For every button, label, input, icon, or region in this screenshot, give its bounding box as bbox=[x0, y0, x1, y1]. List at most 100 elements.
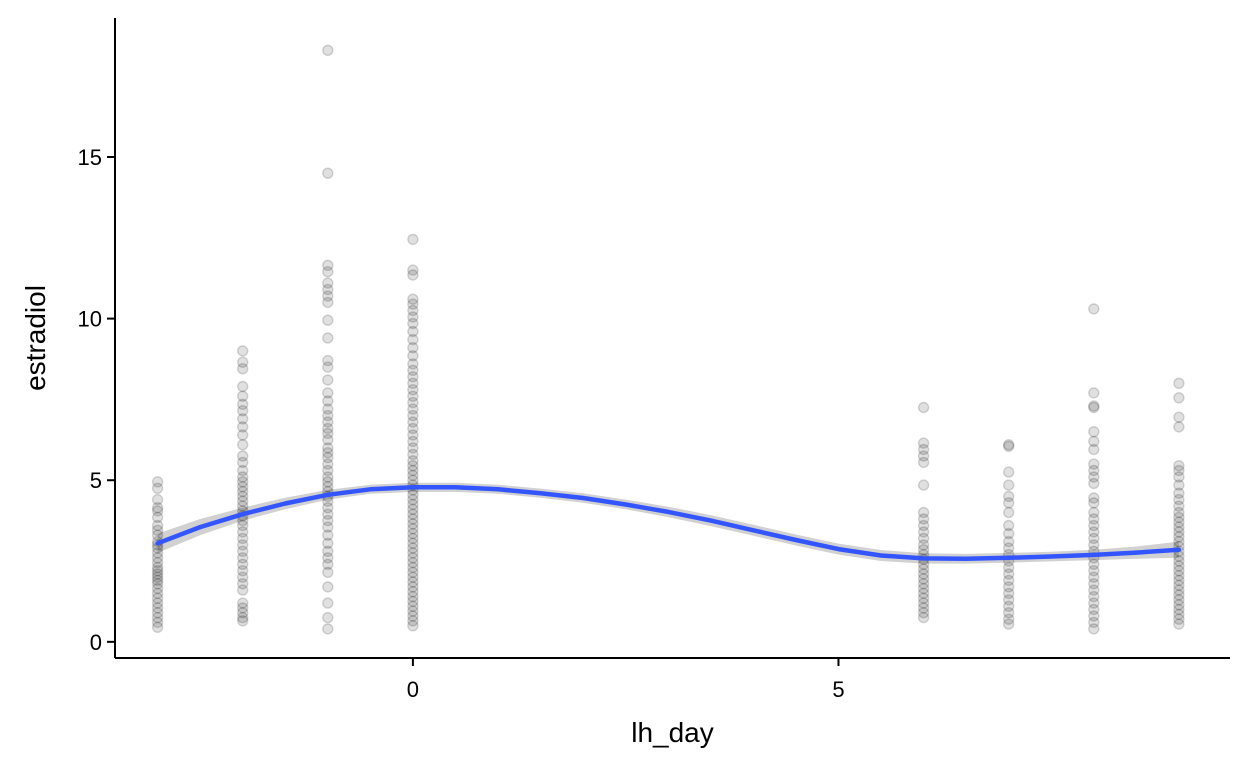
data-point bbox=[407, 493, 419, 506]
data-point bbox=[236, 558, 249, 570]
data-point bbox=[407, 513, 419, 525]
data-point bbox=[1003, 574, 1015, 587]
data-point bbox=[236, 464, 249, 477]
data-point bbox=[236, 421, 249, 433]
data-point bbox=[917, 563, 930, 575]
data-point bbox=[1173, 608, 1185, 621]
data-point bbox=[407, 508, 419, 520]
data-point bbox=[151, 524, 164, 536]
data-point bbox=[322, 387, 334, 399]
data-point bbox=[322, 623, 334, 635]
data-point bbox=[917, 437, 930, 449]
data-point bbox=[151, 602, 164, 614]
data-point bbox=[407, 442, 419, 454]
data-point bbox=[1003, 542, 1015, 554]
data-point bbox=[151, 561, 164, 574]
data-point bbox=[1003, 618, 1015, 630]
data-point bbox=[1088, 471, 1100, 483]
data-point bbox=[322, 167, 334, 179]
data-point bbox=[1088, 539, 1100, 551]
data-point bbox=[236, 545, 249, 557]
data-point bbox=[322, 476, 334, 488]
data-point bbox=[1088, 458, 1100, 470]
data-point bbox=[1003, 497, 1015, 509]
data-point bbox=[407, 409, 419, 422]
data-point bbox=[1088, 584, 1100, 596]
data-point bbox=[1173, 594, 1185, 606]
data-point bbox=[407, 542, 419, 554]
data-point bbox=[151, 502, 164, 514]
data-point bbox=[407, 364, 419, 376]
data-point bbox=[407, 358, 419, 370]
data-point bbox=[151, 571, 164, 583]
data-point bbox=[322, 266, 334, 278]
data-point bbox=[322, 447, 334, 459]
data-point bbox=[1173, 511, 1185, 524]
data-point bbox=[1003, 490, 1015, 503]
data-point bbox=[407, 384, 419, 396]
data-point bbox=[917, 519, 930, 532]
y-tick-label: 15 bbox=[78, 145, 102, 170]
data-point bbox=[1003, 506, 1015, 519]
data-point bbox=[236, 429, 249, 441]
data-point bbox=[1088, 558, 1100, 570]
data-point bbox=[151, 592, 164, 604]
data-point bbox=[322, 529, 334, 541]
data-point bbox=[322, 296, 334, 309]
data-point bbox=[1088, 513, 1100, 525]
data-point bbox=[236, 405, 249, 417]
data-point bbox=[1003, 561, 1015, 574]
data-point bbox=[1003, 479, 1015, 491]
data-point bbox=[1003, 535, 1015, 548]
data-point bbox=[1003, 581, 1015, 593]
data-point bbox=[322, 442, 334, 454]
data-point bbox=[1003, 466, 1015, 478]
data-point bbox=[407, 311, 419, 323]
data-point bbox=[917, 401, 930, 414]
data-point bbox=[1088, 477, 1100, 490]
data-point bbox=[322, 514, 334, 527]
data-point bbox=[407, 422, 419, 435]
data-point bbox=[151, 578, 164, 590]
data-point bbox=[151, 556, 164, 569]
smooth-line bbox=[155, 485, 1182, 562]
y-tick-label: 5 bbox=[90, 468, 102, 493]
data-point bbox=[407, 503, 419, 515]
data-point bbox=[1088, 497, 1100, 509]
data-point bbox=[1173, 574, 1185, 587]
data-point bbox=[407, 435, 419, 448]
data-point bbox=[407, 342, 419, 354]
x-axis-title: lh_day bbox=[631, 717, 714, 748]
data-point bbox=[322, 314, 334, 326]
data-point bbox=[151, 616, 164, 629]
data-point bbox=[1003, 607, 1015, 619]
data-point bbox=[1088, 571, 1100, 583]
data-point bbox=[917, 592, 930, 604]
data-point bbox=[407, 595, 419, 608]
data-point bbox=[1173, 506, 1185, 519]
data-point bbox=[407, 293, 419, 305]
data-point bbox=[322, 537, 334, 549]
data-point bbox=[407, 448, 419, 461]
data-point bbox=[917, 597, 930, 609]
points-layer bbox=[151, 44, 1185, 635]
data-point bbox=[917, 573, 930, 585]
y-tick-label: 0 bbox=[90, 630, 102, 655]
data-point bbox=[322, 403, 334, 415]
data-point bbox=[1088, 400, 1100, 412]
data-point bbox=[917, 544, 930, 556]
data-point bbox=[236, 439, 249, 451]
data-point bbox=[407, 523, 419, 535]
data-point bbox=[1173, 411, 1185, 423]
data-point bbox=[236, 471, 249, 483]
data-point bbox=[322, 464, 334, 477]
data-point bbox=[1173, 487, 1185, 499]
data-point bbox=[1173, 618, 1185, 630]
data-point bbox=[236, 571, 249, 583]
data-point bbox=[236, 519, 249, 532]
data-point bbox=[151, 582, 164, 595]
data-point bbox=[407, 377, 419, 389]
data-point bbox=[407, 304, 419, 317]
data-point bbox=[151, 529, 164, 541]
data-point bbox=[1173, 531, 1185, 543]
